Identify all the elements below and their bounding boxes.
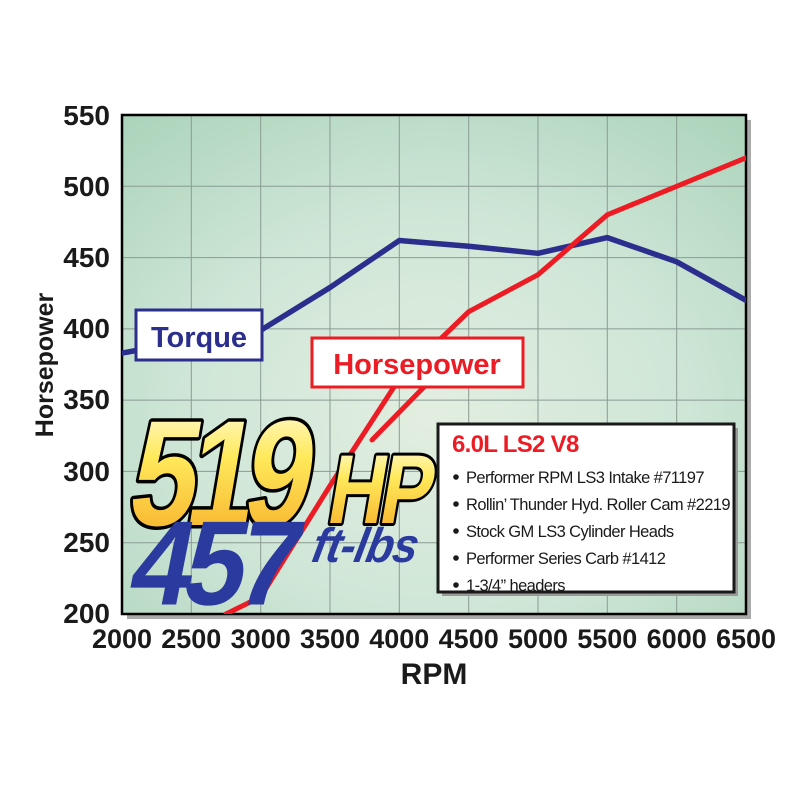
svg-text:Performer Series Carb #1412: Performer Series Carb #1412	[466, 550, 666, 568]
svg-text:6000: 6000	[647, 624, 707, 654]
svg-text:ft-lbs: ft-lbs	[308, 519, 423, 574]
svg-text:400: 400	[63, 313, 110, 344]
svg-text:Stock GM LS3 Cylinder Heads: Stock GM LS3 Cylinder Heads	[466, 523, 674, 541]
svg-text:3500: 3500	[300, 624, 360, 654]
svg-text:5500: 5500	[577, 624, 637, 654]
svg-text:Torque: Torque	[151, 322, 247, 354]
svg-text:350: 350	[63, 384, 110, 415]
svg-text:6.0L LS2 V8: 6.0L LS2 V8	[452, 431, 579, 458]
svg-text:250: 250	[63, 527, 110, 558]
svg-text:Rollin’ Thunder Hyd. Roller Ca: Rollin’ Thunder Hyd. Roller Cam #2219	[466, 496, 730, 514]
svg-text:1-3/4” headers: 1-3/4” headers	[466, 577, 565, 595]
svg-text:550: 550	[63, 100, 110, 131]
svg-text:RPM: RPM	[401, 658, 468, 691]
svg-text:457: 457	[120, 496, 310, 630]
svg-text:5000: 5000	[508, 624, 568, 654]
svg-text:500: 500	[63, 171, 110, 202]
svg-text:Performer RPM LS3 Intake #7119: Performer RPM LS3 Intake #71197	[466, 469, 704, 487]
svg-text:Horsepower: Horsepower	[31, 292, 59, 437]
svg-text:4500: 4500	[439, 624, 499, 654]
svg-text:4000: 4000	[369, 624, 429, 654]
svg-text:300: 300	[63, 456, 110, 487]
svg-text:450: 450	[63, 242, 110, 273]
svg-text:6500: 6500	[716, 624, 776, 654]
svg-text:Horsepower: Horsepower	[333, 349, 501, 381]
